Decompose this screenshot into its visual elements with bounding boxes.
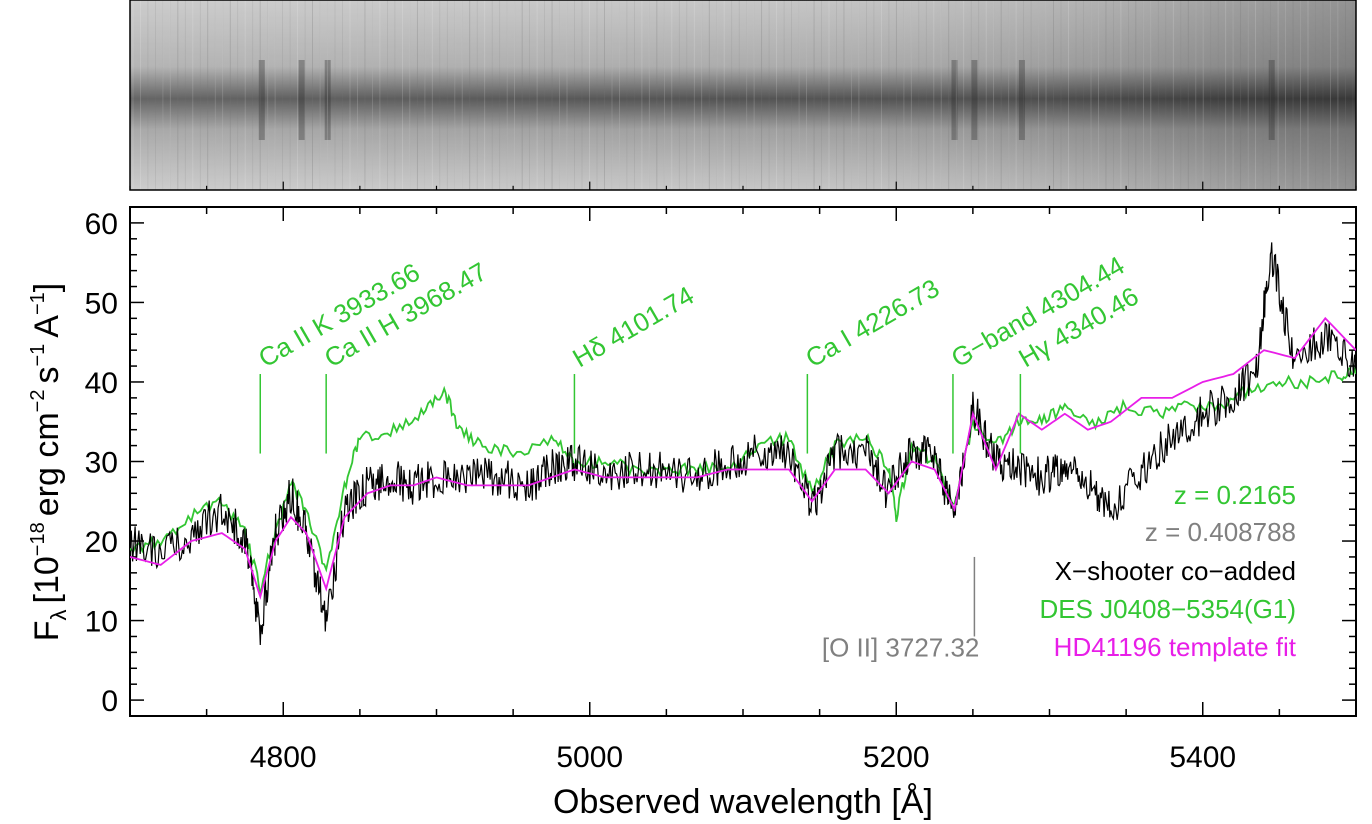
legend: z = 0.2165 z = 0.408788 X−shooter co−add… (1039, 480, 1296, 662)
y-tick-label: 50 (85, 287, 118, 320)
x-tick-label: 5200 (863, 741, 930, 774)
series-line (130, 316, 1356, 600)
line-marker-label: [O II] 3727.32 (822, 632, 980, 662)
2d-absorption-stripe (971, 60, 978, 140)
tick-labels: 4800 5000 5200 5400 0 10 20 30 40 50 60 (85, 208, 1237, 774)
2d-absorption-stripe (1268, 60, 1275, 140)
line-marker-label: Ca I 4226.73 (800, 273, 944, 373)
2d-absorption-stripe (298, 60, 305, 140)
legend-entry: DES J0408−5354(G1) (1039, 594, 1296, 624)
series-line (130, 366, 1356, 595)
y-axis-title: Fλ[10−18erg cm−2s−1A−1] (27, 283, 71, 641)
legend-entry: z = 0.2165 (1174, 480, 1296, 510)
legend-entry: X−shooter co−added (1055, 556, 1296, 586)
x-tick-label: 5000 (556, 741, 623, 774)
2d-absorption-stripe (324, 60, 331, 140)
series-layer (130, 242, 1356, 646)
axis-ticks (129, 181, 1357, 716)
y-tick-label: 0 (101, 685, 118, 718)
y-tick-label: 30 (85, 447, 118, 480)
x-axis-title: Observed wavelength [Å] (553, 783, 933, 821)
legend-entry: z = 0.408788 (1145, 517, 1296, 547)
2d-absorption-stripe (258, 60, 265, 140)
2d-absorption-stripe (951, 60, 958, 140)
x-tick-label: 5400 (1169, 741, 1236, 774)
y-tick-label: 40 (85, 367, 118, 400)
legend-entry: HD41196 template fit (1054, 632, 1297, 662)
2d-absorption-stripe (1018, 60, 1025, 140)
y-tick-label: 10 (85, 606, 118, 639)
y-tick-label: 20 (85, 526, 118, 559)
2d-spectrum-panel (129, 0, 1357, 191)
x-tick-label: 4800 (250, 741, 317, 774)
y-tick-label: 60 (85, 208, 118, 241)
line-marker-label: Hδ 4101.74 (567, 280, 698, 373)
